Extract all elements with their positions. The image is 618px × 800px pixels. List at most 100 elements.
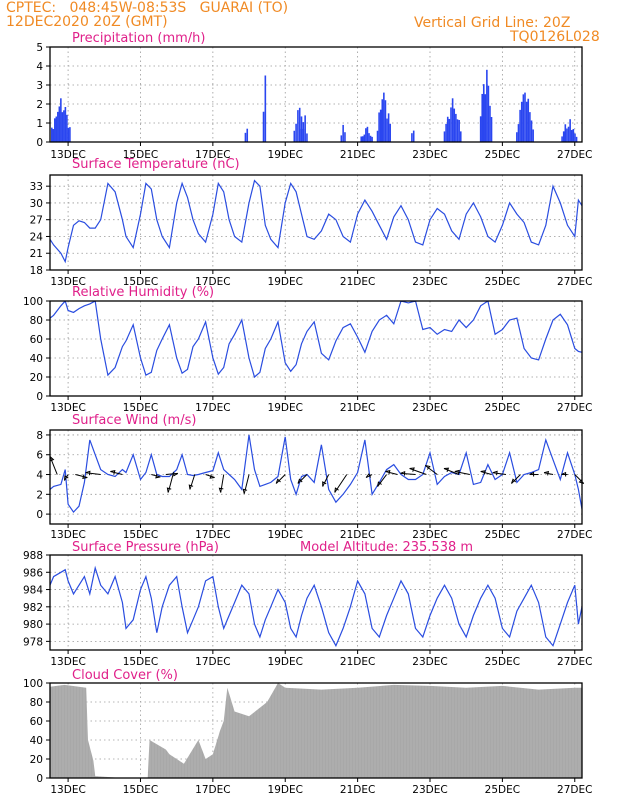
panel-frame: [49, 46, 583, 143]
wind-vector: [322, 474, 330, 487]
y-tick-label: 33: [30, 181, 43, 193]
wind-arrowhead: [561, 471, 567, 477]
x-tick-label: 17DEC: [195, 656, 230, 668]
precip-bar: [453, 108, 456, 142]
precip-bar: [297, 110, 299, 142]
x-tick-label: 13DEC: [50, 149, 85, 161]
precip-bar: [412, 130, 415, 142]
precip-bar: [411, 133, 413, 142]
x-tick-label: 15DEC: [123, 276, 158, 288]
precip-bar: [344, 132, 346, 142]
x-tick-label: 17DEC: [195, 529, 230, 541]
y-tick-label: 5: [36, 42, 43, 54]
wind-vector: [480, 471, 492, 476]
precip-bar: [264, 75, 267, 142]
y-tick-label: 21: [30, 248, 43, 260]
precip-bar: [525, 101, 528, 142]
wind-vector: [151, 474, 161, 478]
precip-bar: [487, 85, 490, 142]
precip-bar: [386, 118, 388, 142]
x-tick-label: 25DEC: [485, 276, 520, 288]
y-tick-label: 4: [36, 61, 43, 73]
y-tick-label: 80: [30, 315, 43, 327]
precip-bar: [489, 105, 491, 142]
precip-bar: [295, 123, 297, 142]
wind-vector: [492, 472, 507, 476]
precip-bar: [484, 94, 487, 142]
wind-vector: [167, 474, 174, 493]
plot-area: [51, 69, 578, 142]
wind-vector: [85, 472, 101, 476]
x-tick-label: 25DEC: [485, 784, 520, 796]
y-tick-label: 988: [23, 550, 43, 562]
wind-arrowhead: [377, 481, 382, 487]
plot-area: [50, 434, 582, 514]
y-tick-label: 24: [30, 231, 44, 243]
x-tick-label: 17DEC: [195, 149, 230, 161]
precip-bar: [304, 115, 306, 142]
wind-arrowhead: [385, 469, 391, 475]
wind-arrowhead: [322, 481, 327, 487]
wind-arrowhead: [425, 465, 431, 470]
precip-bar: [302, 122, 305, 142]
precip-bar: [378, 112, 380, 142]
panel-title: Relative Humidity (%): [72, 285, 214, 300]
wind-arrowhead: [334, 487, 339, 493]
x-tick-label: 21DEC: [340, 529, 375, 541]
precip-bar: [342, 124, 344, 142]
wind-vector: [377, 474, 387, 487]
y-tick-label: 1: [36, 118, 43, 130]
x-tick-label: 13DEC: [50, 784, 85, 796]
precip-bar: [384, 100, 387, 142]
y-tick-label: 986: [23, 567, 43, 579]
y-tick-label: 100: [23, 678, 43, 690]
y-tick-label: 100: [23, 296, 43, 308]
precip-bar: [450, 107, 452, 142]
x-tick-label: 19DEC: [268, 656, 303, 668]
precip-bar: [522, 94, 525, 142]
wind-vector: [454, 471, 470, 476]
wind-vector: [275, 474, 286, 484]
precip-bar: [387, 113, 390, 142]
x-tick-label: 15DEC: [123, 784, 158, 796]
precip-bar: [60, 98, 62, 142]
wind-vector: [75, 474, 88, 479]
y-tick-label: 0: [36, 509, 43, 521]
precip-bar: [366, 126, 369, 142]
y-tick-label: 984: [23, 585, 43, 597]
x-tick-label: 19DEC: [268, 402, 303, 414]
wind-arrowhead: [82, 474, 88, 480]
panel-frame: [49, 429, 583, 525]
precip-bar: [66, 114, 68, 142]
y-tick-label: 20: [30, 754, 43, 766]
wind-arrowhead: [110, 469, 116, 475]
panel-frame: [49, 554, 583, 651]
y-tick-label: 3: [36, 80, 43, 92]
x-tick-label: 15DEC: [123, 149, 158, 161]
x-tick-label: 17DEC: [195, 402, 230, 414]
x-tick-label: 21DEC: [340, 276, 375, 288]
precip-bar: [340, 135, 343, 142]
precip-bar: [64, 106, 67, 142]
panel-1: 0 1 2 3 4 5 13DEC 15DEC 17DEC 19DEC 21DEC 23DEC 25DE…: [36, 31, 592, 161]
wind-arrowhead: [543, 470, 550, 476]
x-tick-label: 15DEC: [123, 656, 158, 668]
panel-title: Surface Pressure (hPa): [72, 540, 219, 555]
plot-area: [50, 683, 582, 778]
x-tick-label: 19DEC: [268, 784, 303, 796]
wind-vector: [297, 474, 308, 484]
precip-bar: [479, 116, 482, 142]
x-tick-label: 21DEC: [340, 784, 375, 796]
x-tick-label: 25DEC: [485, 402, 520, 414]
x-tick-label: 25DEC: [485, 656, 520, 668]
precip-bar: [293, 130, 296, 142]
wind-arrowhead: [409, 467, 415, 472]
cloud-area: [50, 683, 582, 778]
precip-bar: [361, 136, 364, 142]
wind-arrowhead: [64, 475, 69, 481]
wind-arrowhead: [454, 469, 460, 475]
y-tick-label: 40: [30, 353, 43, 365]
wind-vector: [49, 456, 58, 475]
